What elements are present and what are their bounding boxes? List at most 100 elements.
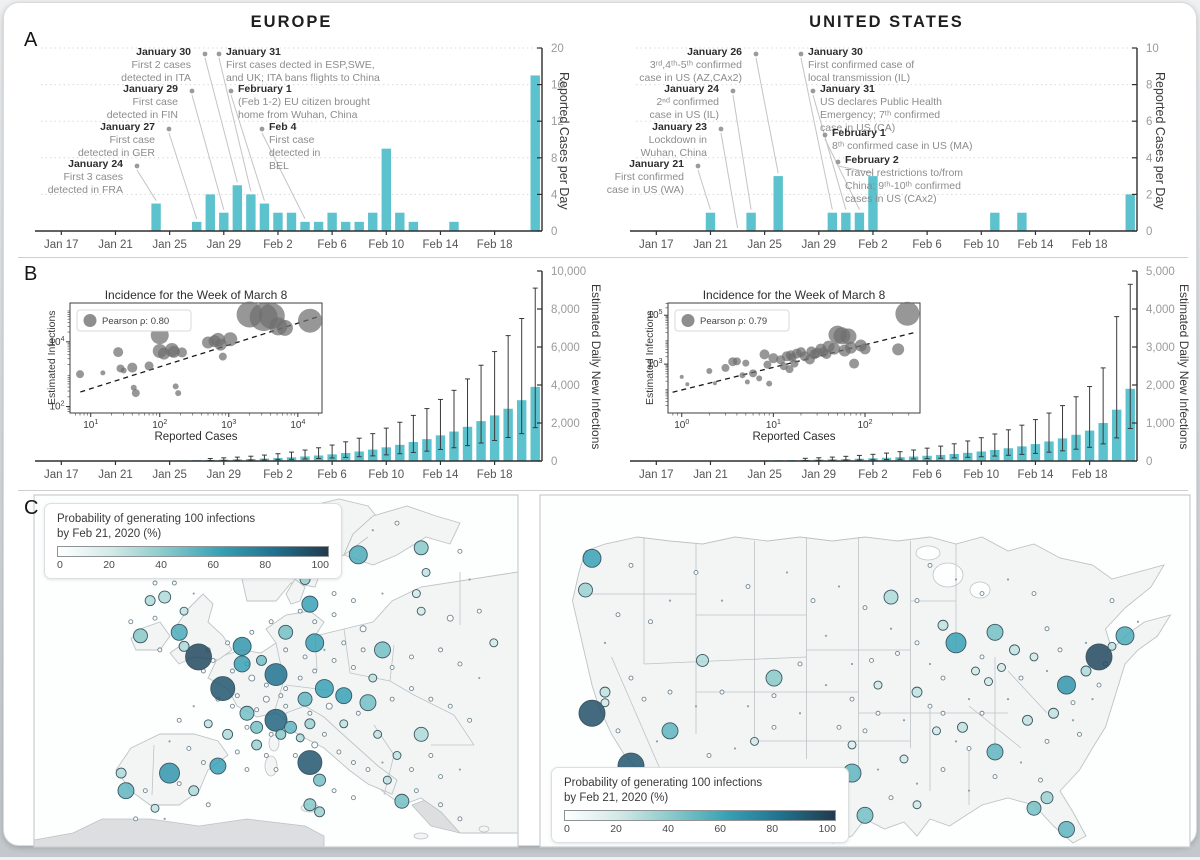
small-city-dot	[825, 684, 827, 686]
scatter-point	[790, 360, 798, 368]
scatter-point	[121, 367, 127, 373]
x-log-label: 101	[766, 419, 781, 431]
open-city-circle	[313, 669, 317, 673]
probability-bubble	[314, 774, 326, 786]
colorbar-tick-label: 40	[155, 559, 167, 571]
bar	[219, 213, 228, 231]
probability-bubble	[414, 541, 428, 555]
bar	[773, 176, 782, 231]
annotation-text-line: detected in ITA	[121, 72, 191, 85]
annotation-text-line: case in US (IL)	[650, 109, 719, 122]
annotation-text-line: First case	[78, 134, 155, 147]
x-tick-label: Jan 25	[152, 469, 187, 481]
open-city-circle	[694, 570, 698, 574]
scatter-point	[840, 328, 856, 344]
open-city-circle	[458, 817, 462, 821]
open-city-circle	[616, 613, 620, 617]
small-city-dot	[164, 818, 166, 820]
pearson-legend-swatch	[84, 314, 97, 327]
annotation-text-line: detected in FRA	[48, 184, 123, 197]
probability-bubble	[414, 727, 428, 741]
open-city-circle	[284, 704, 288, 708]
probability-bubble	[884, 590, 898, 604]
probability-bubble	[1027, 801, 1041, 815]
x-tick-label: Feb 6	[912, 469, 941, 481]
open-city-circle	[410, 655, 414, 659]
x-tick-label: Feb 2	[263, 239, 292, 251]
open-city-circle	[332, 658, 336, 662]
probability-bubble	[985, 678, 993, 686]
annotation-line	[169, 133, 197, 219]
open-city-circle	[447, 615, 453, 621]
open-city-circle	[351, 665, 355, 669]
island	[479, 826, 489, 832]
y-tick-label: 1,000	[1146, 418, 1175, 430]
us-map-legend-title-line2: by Feb 21, 2020 (%)	[564, 791, 836, 806]
open-city-circle	[177, 718, 181, 722]
small-city-dot	[1137, 621, 1139, 623]
x-tick-label: Feb 14	[423, 239, 459, 251]
x-log-label: 103	[221, 419, 236, 431]
bar	[192, 222, 201, 231]
small-city-dot	[1007, 698, 1009, 700]
annotation-text-line: 2ⁿᵈ confirmed	[650, 96, 719, 109]
x-tick-label: Feb 2	[263, 469, 292, 481]
annotation-dot	[260, 127, 265, 132]
lake	[970, 582, 990, 598]
europe-inset-x-label: Reported Cases	[70, 431, 322, 443]
scatter-point	[680, 375, 684, 379]
open-city-circle	[616, 729, 620, 733]
scatter-point	[828, 343, 840, 355]
open-city-circle	[298, 676, 302, 680]
open-city-circle	[351, 796, 355, 800]
probability-bubble	[118, 783, 134, 799]
open-city-circle	[410, 687, 414, 691]
open-city-circle	[629, 676, 633, 680]
small-city-dot	[1007, 578, 1009, 580]
open-city-circle	[798, 662, 802, 666]
europe-daily-y-axis-label: Reported Cases per Day	[557, 48, 571, 233]
probability-bubble	[302, 596, 318, 612]
scatter-point	[145, 361, 154, 370]
open-city-circle	[629, 563, 633, 567]
colorbar-tick-label: 20	[610, 823, 622, 835]
annotation-dot	[167, 127, 172, 132]
x-tick-label: Feb 18	[1072, 239, 1108, 251]
annotation-text-line: Lockdown in	[641, 134, 707, 147]
probability-bubble	[662, 723, 678, 739]
x-tick-label: Feb 2	[858, 469, 887, 481]
open-city-circle	[264, 753, 268, 757]
probability-bubble	[1081, 666, 1091, 676]
scatter-point	[845, 342, 857, 354]
open-city-circle	[249, 675, 255, 681]
us-map-legend-title-line1: Probability of generating 100 infections	[564, 776, 836, 791]
annotation-text-line: China; 9ᵗʰ-10ᵗʰ confirmed	[845, 180, 963, 193]
annotation-text-line: case in US (AZ,CAx2)	[639, 72, 742, 85]
probability-bubble	[412, 590, 420, 598]
open-city-circle	[1019, 676, 1023, 680]
small-city-dot	[695, 705, 697, 707]
probability-bubble	[912, 687, 922, 697]
us-inset-y-label: Estimated Infections	[644, 303, 656, 413]
probability-bubble	[583, 549, 601, 567]
open-city-circle	[226, 641, 230, 645]
x-log-label: 101	[83, 419, 98, 431]
annotation-dot	[754, 52, 759, 57]
open-city-circle	[642, 697, 646, 701]
open-city-circle	[332, 613, 336, 617]
scatter-point	[223, 332, 237, 346]
open-city-circle	[967, 746, 971, 750]
open-city-circle	[245, 725, 249, 729]
open-city-circle	[439, 775, 443, 779]
bar	[151, 204, 160, 231]
y-tick-label: 4,000	[551, 380, 580, 392]
open-city-circle	[429, 697, 433, 701]
x-tick-label: Jan 17	[639, 469, 674, 481]
x-log-label: 102	[858, 419, 873, 431]
open-city-circle	[928, 704, 932, 708]
open-city-circle	[1071, 701, 1075, 705]
